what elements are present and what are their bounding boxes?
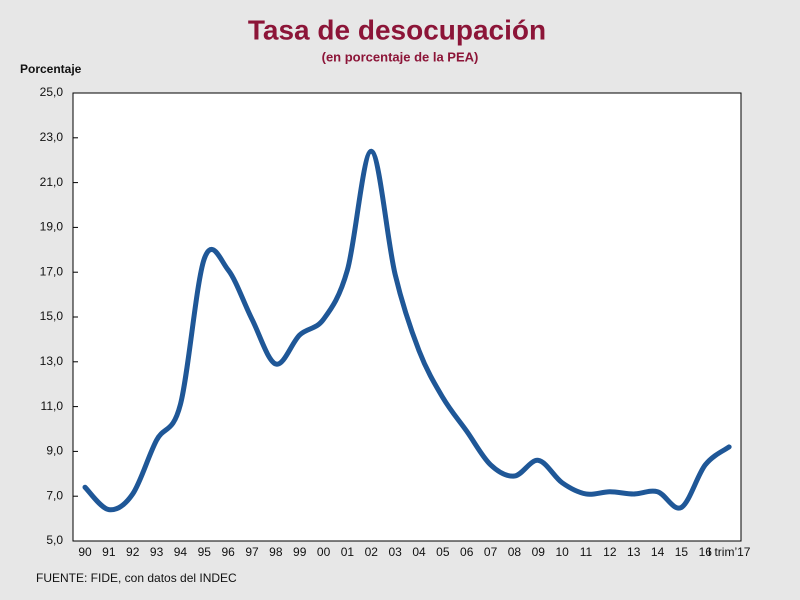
x-tick-label: 99 <box>293 545 307 559</box>
x-tick-label: 98 <box>269 545 283 559</box>
x-tick-label: 01 <box>341 545 355 559</box>
y-tick-label: 23,0 <box>40 130 64 144</box>
y-tick-label: 13,0 <box>40 354 64 368</box>
x-tick-label: 94 <box>174 545 188 559</box>
x-tick-label: 11 <box>580 545 593 559</box>
x-tick-label: 93 <box>150 545 164 559</box>
x-tick-label: 07 <box>484 545 498 559</box>
x-tick-label: 14 <box>651 545 665 559</box>
y-tick-label: 21,0 <box>40 175 64 189</box>
source-note: FUENTE: FIDE, con datos del INDEC <box>36 571 237 585</box>
y-tick-label: 9,0 <box>46 444 63 458</box>
y-tick-label: 25,0 <box>40 85 64 99</box>
x-tick-label: 09 <box>532 545 546 559</box>
x-tick-label: 10 <box>555 545 569 559</box>
x-tick-label: 91 <box>102 545 116 559</box>
x-tick-label: 13 <box>627 545 641 559</box>
y-tick-label: 17,0 <box>40 264 64 278</box>
x-tick-label: 15 <box>675 545 689 559</box>
x-tick-label: 97 <box>245 545 259 559</box>
chart-subtitle: (en porcentaje de la PEA) <box>322 49 479 64</box>
x-tick-label: 90 <box>78 545 92 559</box>
x-tick-label: 02 <box>365 545 379 559</box>
x-tick-label: 12 <box>603 545 617 559</box>
y-axis-label: Porcentaje <box>20 62 82 76</box>
x-tick-label: 16 <box>699 545 713 559</box>
x-tick-label: 92 <box>126 545 140 559</box>
y-tick-label: 19,0 <box>40 220 64 234</box>
y-tick-label: 15,0 <box>40 309 64 323</box>
x-tick-label: 08 <box>508 545 522 559</box>
x-tick-label: 95 <box>198 545 212 559</box>
x-tick-label: 00 <box>317 545 331 559</box>
x-tick-label: 03 <box>388 545 402 559</box>
x-tick-label: 96 <box>221 545 235 559</box>
x-tick-label: 04 <box>412 545 426 559</box>
chart-title: Tasa de desocupación <box>248 14 546 45</box>
line-series <box>82 148 732 513</box>
y-tick-label: 11,0 <box>41 399 64 413</box>
x-tick-label: 05 <box>436 545 450 559</box>
y-tick-label: 7,0 <box>46 488 63 502</box>
y-tick-label: 5,0 <box>46 533 63 547</box>
x-tick-label: 06 <box>460 545 474 559</box>
x-tick-label: I trim’17 <box>708 545 751 559</box>
